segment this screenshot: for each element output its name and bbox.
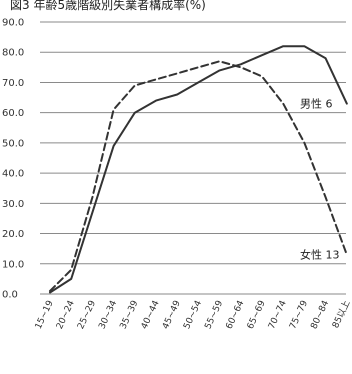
x-tick-label: 75~79 [288, 299, 310, 331]
y-tick-label: 90.0 [2, 18, 24, 29]
series-label-male: 男性 6 [300, 97, 333, 111]
x-tick-label: 30~34 [97, 299, 119, 331]
x-tick-label: 45~49 [161, 299, 183, 331]
y-tick-label: 70.0 [2, 78, 24, 89]
x-tick-label: 40~44 [140, 299, 162, 331]
x-axis-ticks: 15~19 20~24 25~29 30~34 35~39 40~44 45~49 50~54… [34, 299, 352, 331]
series-labels: 男性 6 女性 13 [300, 97, 340, 262]
y-tick-label: 30.0 [2, 199, 24, 210]
x-tick-label: 25~29 [76, 299, 98, 331]
x-tick-label: 85以上 [330, 299, 352, 330]
series-line-male [49, 45, 348, 294]
x-tick-label: 15~19 [34, 299, 56, 331]
x-tick-label: 35~39 [119, 299, 141, 331]
x-tick-label: 60~64 [225, 299, 247, 331]
y-tick-label: 40.0 [2, 169, 24, 180]
y-tick-label: 80.0 [2, 48, 24, 59]
y-tick-label: 0.0 [2, 290, 18, 301]
x-tick-label: 65~69 [246, 299, 268, 331]
series-line-female [49, 60, 348, 292]
y-tick-label: 60.0 [2, 108, 24, 119]
y-tick-label: 10.0 [2, 259, 24, 270]
chart-title: 図3 年齢5歳階級別失業者構成率(%) [10, 0, 206, 12]
x-tick-label: 20~24 [55, 299, 77, 331]
y-tick-label: 20.0 [2, 229, 24, 240]
x-tick-label: 50~54 [182, 299, 204, 331]
x-tick-label: 80~84 [309, 299, 331, 331]
series-label-female: 女性 13 [300, 248, 340, 262]
y-tick-label: 50.0 [2, 138, 24, 149]
y-axis-ticks: 0.0 10.0 20.0 30.0 40.0 50.0 60.0 70.0 80.0 90.0 [2, 18, 24, 301]
x-tick-label: 55~59 [203, 299, 225, 331]
x-tick-label: 70~74 [267, 299, 289, 331]
series-lines [49, 45, 348, 294]
